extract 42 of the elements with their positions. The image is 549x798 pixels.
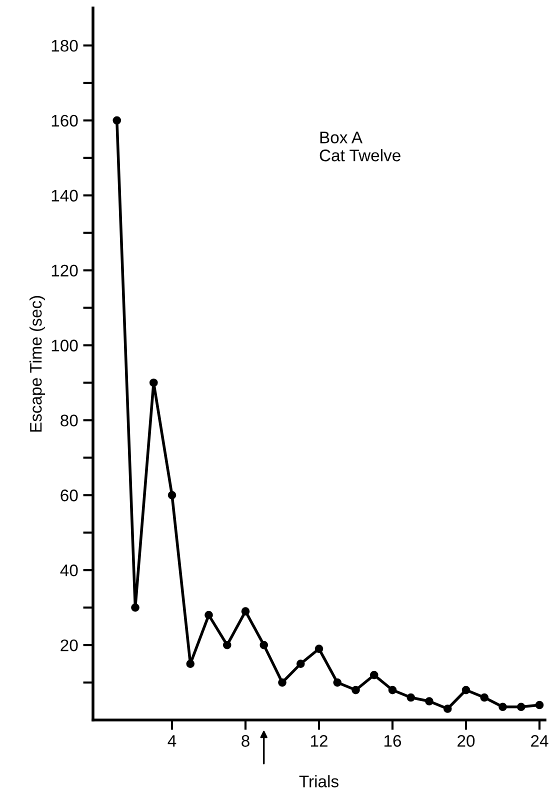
y-tick-label: 20: [60, 639, 78, 652]
y-tick-label: 100: [52, 340, 78, 352]
x-tick-label: 16: [384, 735, 402, 747]
point: [370, 670, 378, 680]
x-tick-label: 20: [458, 735, 475, 747]
x-tick-label: 4: [168, 735, 176, 747]
point: [314, 644, 324, 653]
y-tick-label: 40: [60, 564, 78, 576]
point: [443, 704, 452, 713]
point: [186, 660, 195, 668]
point: [333, 678, 342, 687]
point: [168, 490, 176, 500]
point: [352, 686, 360, 694]
x-axis-title: Trials: [299, 775, 338, 788]
point: [388, 686, 397, 694]
point: [296, 660, 305, 668]
y-tick-label: 160: [52, 114, 78, 127]
y-axis-title: Escape Time (sec): [30, 296, 46, 432]
point: [112, 116, 122, 125]
x-tick-label: 24: [531, 735, 548, 747]
point: [278, 678, 286, 687]
x-tick-label: 12: [311, 735, 328, 747]
point: [131, 603, 140, 612]
point: [535, 700, 544, 710]
y-tick-label: 80: [60, 414, 78, 426]
point: [149, 378, 158, 387]
point: [462, 686, 470, 694]
point: [260, 640, 268, 650]
point: [425, 697, 434, 706]
y-tick-label: 120: [52, 264, 78, 277]
point: [204, 610, 213, 620]
point: [406, 693, 416, 702]
point: [516, 702, 526, 712]
y-tick-label: 180: [52, 40, 78, 52]
x-tick-label: 8: [242, 735, 250, 747]
point: [480, 693, 489, 702]
point: [241, 607, 250, 616]
annotation: Box A Cat Twelve: [320, 132, 400, 162]
y-tick-label: 60: [60, 490, 78, 502]
point: [222, 640, 232, 650]
point: [498, 702, 507, 712]
y-tick-label: 140: [52, 190, 78, 202]
